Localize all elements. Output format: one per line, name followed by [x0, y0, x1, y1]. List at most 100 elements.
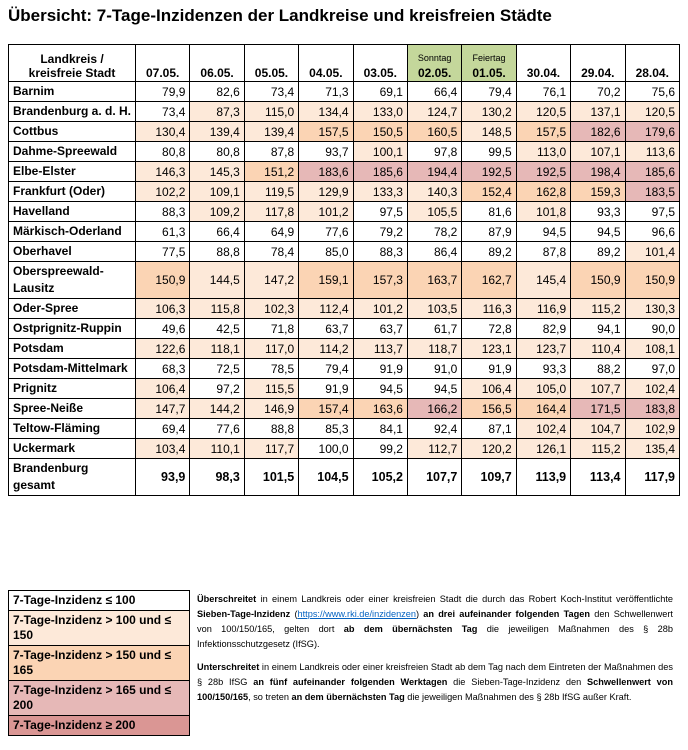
value-cell: 192,5	[461, 161, 517, 182]
value-cell: 102,4	[515, 418, 572, 439]
value-cell: 101,5	[243, 458, 300, 496]
value-cell: 105,2	[352, 458, 408, 496]
value-cell: 183,8	[624, 398, 681, 419]
value-cell: 94,5	[406, 378, 463, 399]
value-cell: 78,5	[243, 358, 300, 379]
value-cell: 42,5	[189, 318, 245, 339]
table-row: Frankfurt (Oder) 102,2 109,1 119,5 129,9 133,…	[8, 181, 681, 202]
value-cell: 92,4	[406, 418, 463, 439]
value-cell: 80,8	[134, 141, 191, 162]
value-cell: 162,8	[515, 181, 572, 202]
table-row: Potsdam 122,6 118,1 117,0 114,2 113,7 118,7 123…	[8, 338, 681, 359]
row-name: Frankfurt (Oder)	[8, 181, 136, 202]
value-cell: 94,5	[515, 221, 572, 242]
table-row: Dahme-Spreewald 80,8 80,8 87,8 93,7 100,1 97,8…	[8, 141, 681, 162]
column-header: 29.04.	[570, 44, 626, 82]
value-cell: 91,0	[406, 358, 463, 379]
legend-item: 7-Tage-Inzidenz > 100 und ≤ 150	[8, 610, 190, 646]
value-cell: 150,9	[624, 261, 681, 299]
table-row: Potsdam-Mittelmark 68,3 72,5 78,5 79,4 91,9 91…	[8, 358, 681, 379]
table-row: Oberspreewald-Lausitz 150,9 144,5 147,2 159,…	[8, 261, 681, 299]
column-header: 04.05.	[298, 44, 354, 82]
value-cell: 120,2	[461, 438, 517, 459]
value-cell: 114,2	[298, 338, 354, 359]
table-row: Oberhavel 77,5 88,8 78,4 85,0 88,3 86,4 89,2 87,…	[8, 241, 681, 262]
value-cell: 134,4	[298, 101, 354, 122]
link[interactable]: https://www.rki.de/inzidenzen	[297, 609, 416, 619]
note-text: (	[290, 609, 298, 619]
legend-item: 7-Tage-Inzidenz > 165 und ≤ 200	[8, 680, 190, 716]
value-cell: 117,9	[624, 458, 681, 496]
table-row: Oder-Spree 106,3 115,8 102,3 112,4 101,2 103,5…	[8, 298, 681, 319]
title: Übersicht: 7-Tage-Inzidenzen der Landkre…	[8, 6, 552, 25]
row-name: Oberspreewald-Lausitz	[8, 261, 136, 299]
value-cell: 150,5	[352, 121, 408, 142]
value-cell: 75,6	[624, 81, 681, 102]
row-name: Oberhavel	[8, 241, 136, 262]
value-cell: 88,8	[243, 418, 300, 439]
value-cell: 110,1	[189, 438, 245, 459]
value-cell: 112,7	[406, 438, 463, 459]
value-cell: 91,9	[461, 358, 517, 379]
value-cell: 109,1	[189, 181, 245, 202]
value-cell: 133,0	[352, 101, 408, 122]
value-cell: 145,4	[515, 261, 572, 299]
table-row: Ostprignitz-Ruppin 49,6 42,5 71,8 63,7 63,7 61…	[8, 318, 681, 339]
value-cell: 96,6	[624, 221, 681, 242]
value-cell: 104,5	[298, 458, 354, 496]
value-cell: 124,7	[406, 101, 463, 122]
value-cell: 119,5	[243, 181, 300, 202]
value-cell: 118,1	[189, 338, 245, 359]
column-note: Feiertag	[472, 53, 506, 63]
value-cell: 166,2	[406, 398, 463, 419]
column-header: 28.04.	[624, 44, 681, 82]
row-name: Spree-Neiße	[8, 398, 136, 419]
value-cell: 183,6	[298, 161, 354, 182]
value-cell: 185,6	[624, 161, 681, 182]
column-date: 01.05.	[472, 66, 506, 80]
value-cell: 113,4	[570, 458, 626, 496]
note-text: in einem Landkreis oder einer kreisfreie…	[197, 662, 673, 687]
value-cell: 94,5	[352, 378, 408, 399]
value-cell: 103,5	[406, 298, 463, 319]
value-cell: 77,5	[134, 241, 191, 262]
value-cell: 115,2	[570, 298, 626, 319]
legend-row: 7-Tage-Inzidenz ≤ 100	[8, 590, 190, 611]
value-cell: 147,2	[243, 261, 300, 299]
value-cell: 99,2	[352, 438, 408, 459]
value-cell: 101,8	[515, 201, 572, 222]
value-cell: 49,6	[134, 318, 191, 339]
value-cell: 103,4	[134, 438, 191, 459]
column-header: 03.05.	[352, 44, 408, 82]
value-cell: 89,2	[570, 241, 626, 262]
value-cell: 100,1	[352, 141, 408, 162]
note-text: an drei aufeinander folgenden Tagen	[423, 609, 590, 619]
value-cell: 72,5	[189, 358, 245, 379]
value-cell: 120,5	[515, 101, 572, 122]
table-row: Brandenburg gesamt 93,9 98,3 101,5 104,5 105,…	[8, 458, 681, 496]
legend-item: 7-Tage-Inzidenz ≥ 200	[8, 715, 190, 736]
value-cell: 117,0	[243, 338, 300, 359]
note-text: )	[416, 609, 424, 619]
value-cell: 122,6	[134, 338, 191, 359]
value-cell: 79,4	[461, 81, 517, 102]
value-cell: 100,0	[298, 438, 354, 459]
value-cell: 113,7	[352, 338, 408, 359]
note-text: den Schwellenwert von 100/150/165, gelte…	[197, 609, 673, 634]
value-cell: 109,2	[189, 201, 245, 222]
value-cell: 97,2	[189, 378, 245, 399]
value-cell: 63,7	[352, 318, 408, 339]
row-name: Potsdam-Mittelmark	[8, 358, 136, 379]
row-name: Teltow-Fläming	[8, 418, 136, 439]
value-cell: 159,1	[298, 261, 354, 299]
value-cell: 88,3	[134, 201, 191, 222]
note-text: die jeweiligen Maßnahmen des § 28b Infek…	[197, 624, 673, 649]
value-cell: 150,9	[570, 261, 626, 299]
value-cell: 106,3	[134, 298, 191, 319]
value-cell: 162,7	[461, 261, 517, 299]
value-cell: 140,3	[406, 181, 463, 202]
value-cell: 105,0	[515, 378, 572, 399]
note-paragraph: Unterschreitet in einem Landkreis oder e…	[197, 660, 673, 705]
value-cell: 102,9	[624, 418, 681, 439]
header-row: Landkreis / kreisfreie Stadt 07.05. 06.05…	[8, 44, 681, 82]
